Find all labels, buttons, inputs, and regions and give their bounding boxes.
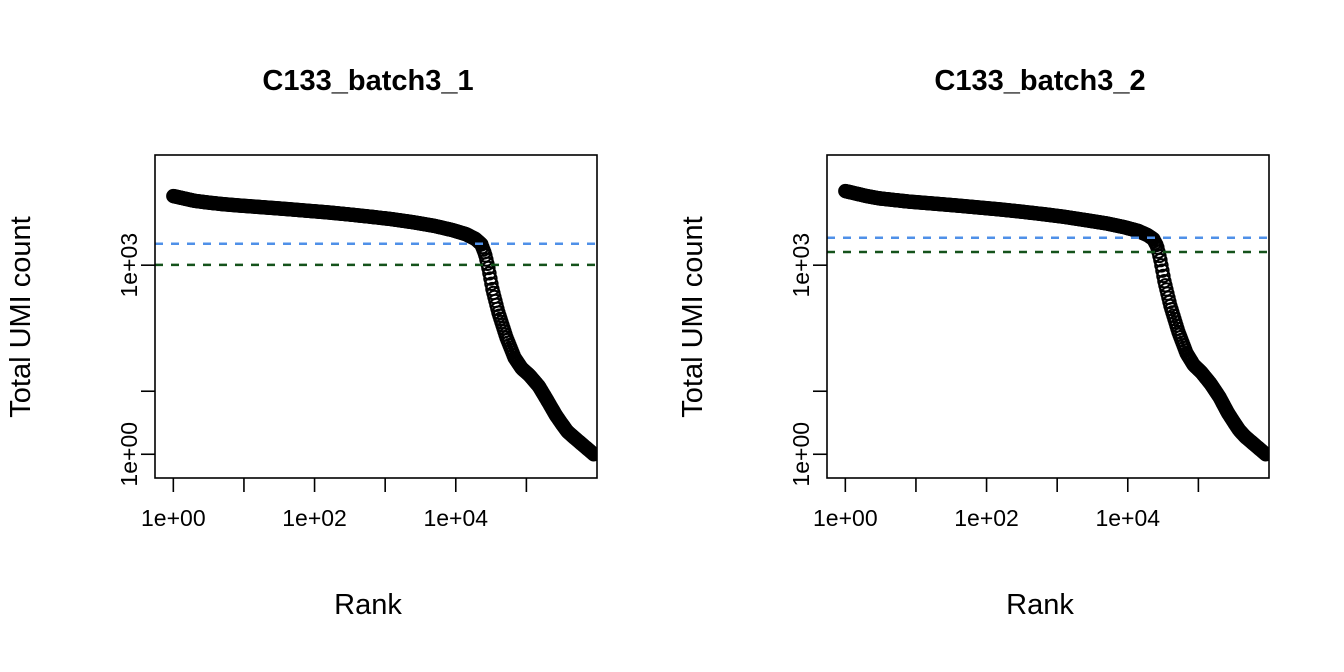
x-tick-label: 1e+00 (141, 505, 206, 531)
data-point-series (166, 188, 597, 462)
plot-area: 1e+00 1e+02 1e+04 1e+00 1e+03 (788, 154, 1270, 531)
y-tick-label: 1e+00 (788, 422, 814, 487)
plot-panel-left: C133_batch3_1 Rank Total UMI count 1e+00… (5, 65, 598, 621)
plot-area: 1e+00 1e+02 1e+04 1e+00 1e+03 (116, 154, 598, 531)
y-axis-title: Total UMI count (677, 216, 709, 417)
x-tick-label: 1e+02 (954, 505, 1019, 531)
plot-title: C133_batch3_2 (934, 65, 1145, 97)
y-tick-label: 1e+03 (116, 233, 142, 298)
plot-svg-left: C133_batch3_1 Rank Total UMI count 1e+00… (5, 65, 598, 621)
data-point (1155, 263, 1170, 278)
plot-svg-right: C133_batch3_2 Rank Total UMI count 1e+00… (677, 65, 1270, 621)
data-point (1154, 258, 1169, 273)
data-point (484, 276, 499, 292)
data-point (1153, 252, 1168, 268)
plot-box (154, 154, 598, 479)
data-point (1258, 447, 1269, 462)
y-tick-label: 1e+03 (788, 233, 814, 298)
y-tick-label: 1e+00 (116, 422, 142, 487)
x-tick-label: 1e+04 (423, 505, 488, 531)
x-axis-title: Rank (1006, 589, 1074, 621)
x-tick-label: 1e+02 (282, 505, 347, 531)
x-tick-label: 1e+04 (1095, 505, 1160, 531)
data-point (1156, 268, 1171, 284)
data-point (481, 260, 496, 276)
plot-title: C133_batch3_1 (262, 65, 473, 97)
y-axis-title: Total UMI count (5, 216, 37, 417)
data-point-series (838, 183, 1269, 462)
plot-panel-right: C133_batch3_2 Rank Total UMI count 1e+00… (672, 0, 1344, 672)
plot-box (826, 154, 1270, 479)
x-tick-label: 1e+00 (813, 505, 878, 531)
data-point (482, 266, 497, 281)
data-point (586, 447, 597, 462)
data-point (483, 271, 498, 286)
x-axis-title: Rank (334, 589, 402, 621)
